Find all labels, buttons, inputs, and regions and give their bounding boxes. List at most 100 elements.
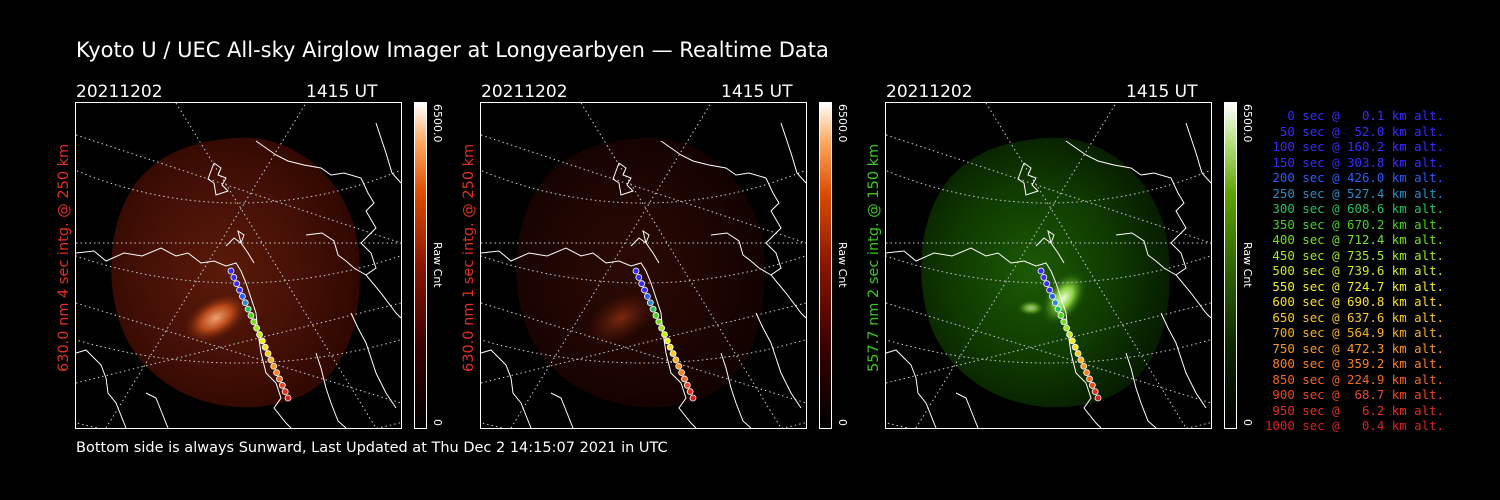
trajectory-point xyxy=(669,350,677,357)
trajectory-point xyxy=(1046,286,1053,294)
coastline xyxy=(1065,140,1211,319)
trajectory-point xyxy=(638,280,646,288)
trajectory-point xyxy=(663,337,671,345)
trajectory-point xyxy=(1071,343,1079,351)
coastline xyxy=(375,122,401,184)
trajectory-point xyxy=(264,350,272,357)
panel-1-date: 20211202 xyxy=(76,82,163,102)
airglow-image xyxy=(111,137,360,408)
trajectory-point xyxy=(1088,381,1096,389)
coastline xyxy=(886,247,1102,428)
trajectory-point xyxy=(641,286,648,294)
panel-2-date: 20211202 xyxy=(481,82,568,102)
legend-row: 400 sec @ 712.4 km alt. xyxy=(1272,232,1444,247)
trajectory-point xyxy=(655,318,663,326)
trajectory-point xyxy=(1051,299,1059,307)
trajectory-point xyxy=(678,369,686,377)
trajectory-point xyxy=(1091,388,1099,396)
panel-3-colorbar-label: Raw Cnt xyxy=(1241,242,1254,288)
trajectory-point xyxy=(241,299,249,307)
trajectory-point xyxy=(284,394,292,402)
trajectory-point xyxy=(681,375,688,383)
legend-row: 1000 sec @ 0.4 km alt. xyxy=(1264,418,1444,433)
trajectory-point xyxy=(646,299,654,307)
coastline xyxy=(255,140,401,319)
trajectory-point xyxy=(1086,375,1093,383)
panel-2-colorbar-min: 0 xyxy=(836,419,849,426)
trajectory-point xyxy=(1048,292,1056,300)
coastline xyxy=(225,229,255,264)
trajectory-point xyxy=(658,324,666,332)
trajectory-point xyxy=(1077,356,1085,364)
trajectory-point xyxy=(276,375,283,383)
trajectory-point xyxy=(281,388,289,396)
page-title: Kyoto U / UEC All-sky Airglow Imager at … xyxy=(76,38,829,62)
trajectory-point xyxy=(253,324,261,332)
trajectory-point xyxy=(1037,267,1045,275)
trajectory-point xyxy=(258,337,266,345)
trajectory-point xyxy=(267,356,275,364)
panel-3-colorbar xyxy=(1224,102,1237,429)
panel-3-ylabel: 557.7 nm 2 sec intg. @ 150 km xyxy=(866,143,882,372)
panel-2-colorbar-max: 6500.0 xyxy=(836,104,849,143)
legend-row: 600 sec @ 690.8 km alt. xyxy=(1272,294,1444,309)
legend-row: 700 sec @ 564.9 km alt. xyxy=(1272,325,1444,340)
trajectory-point xyxy=(1054,305,1062,313)
panel-2-image xyxy=(480,102,807,429)
trajectory-point xyxy=(661,331,668,338)
coastline xyxy=(630,229,660,264)
trajectory-point xyxy=(244,305,252,313)
trajectory-point xyxy=(649,305,657,313)
panel-2-colorbar-label: Raw Cnt xyxy=(836,242,849,288)
trajectory-point xyxy=(666,343,674,351)
panel-2-time: 1415 UT xyxy=(721,82,793,102)
coastline xyxy=(350,312,397,409)
coastline xyxy=(1017,162,1039,196)
trajectory-point xyxy=(672,356,680,364)
trajectory-point xyxy=(247,312,255,319)
trajectory-point xyxy=(273,369,281,377)
coastline xyxy=(1125,352,1157,428)
trajectory-point xyxy=(1074,350,1082,357)
panel-3-time: 1415 UT xyxy=(1126,82,1198,102)
legend-row: 250 sec @ 527.4 km alt. xyxy=(1272,185,1444,201)
coastline xyxy=(710,232,772,276)
airglow-image xyxy=(921,137,1170,408)
panel-2-colorbar xyxy=(819,102,832,429)
panel-2-ylabel: 630.0 nm 1 sec intg. @ 250 km xyxy=(461,143,477,372)
legend-row: 650 sec @ 637.6 km alt. xyxy=(1272,309,1444,325)
coastline xyxy=(886,349,937,428)
coastline xyxy=(1035,229,1065,264)
trajectory-point xyxy=(632,267,640,275)
panel-3-date: 20211202 xyxy=(886,82,973,102)
legend-row: 150 sec @ 303.8 km alt. xyxy=(1272,154,1444,170)
trajectory-point xyxy=(689,394,697,402)
coastline xyxy=(755,312,802,409)
panel-3-colorbar-max: 6500.0 xyxy=(1241,104,1254,143)
trajectory-point xyxy=(1043,280,1051,288)
coastline xyxy=(207,162,229,196)
panel-1-image xyxy=(75,102,402,429)
legend-row: 300 sec @ 608.6 km alt. xyxy=(1272,201,1444,216)
panel-3-colorbar-min: 0 xyxy=(1241,419,1254,426)
coastline xyxy=(660,140,806,319)
trajectory-point xyxy=(230,273,238,281)
legend-row: 850 sec @ 224.9 km alt. xyxy=(1272,371,1444,387)
legend-row: 200 sec @ 426.0 km alt. xyxy=(1272,170,1444,185)
legend-row: 50 sec @ 52.0 km alt. xyxy=(1279,123,1444,139)
airglow-image xyxy=(516,137,765,408)
coastline xyxy=(76,349,127,428)
trajectory-point xyxy=(238,292,246,300)
trajectory-point xyxy=(227,267,235,275)
coastline xyxy=(780,122,806,184)
coastline xyxy=(305,232,367,276)
trajectory-point xyxy=(261,343,269,351)
trajectory-point xyxy=(1094,394,1102,402)
legend-row: 550 sec @ 724.7 km alt. xyxy=(1272,278,1444,294)
coastline xyxy=(481,349,532,428)
trajectory-point xyxy=(1040,273,1048,281)
trajectory-point xyxy=(250,318,258,326)
trajectory-point xyxy=(1066,331,1073,338)
trajectory-point xyxy=(683,381,691,389)
trajectory-point xyxy=(233,280,241,288)
